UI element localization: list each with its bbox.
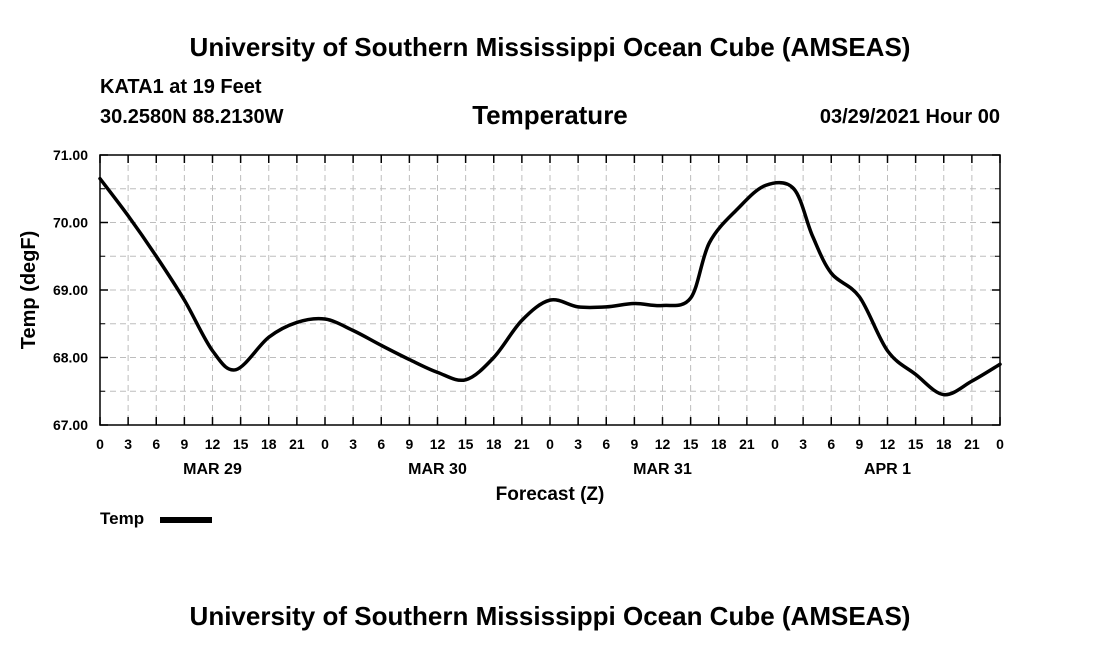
x-tick-label: 12	[430, 436, 446, 452]
x-tick-label: 9	[630, 436, 638, 452]
x-tick-label: 12	[655, 436, 671, 452]
x-tick-label: 21	[514, 436, 530, 452]
x-tick-label: 15	[683, 436, 699, 452]
x-day-label: APR 1	[864, 461, 911, 478]
station-coordinates: 30.2580N 88.2130W	[100, 106, 284, 128]
x-tick-label: 21	[739, 436, 755, 452]
x-tick-label: 15	[233, 436, 249, 452]
x-axis-title: Forecast (Z)	[496, 484, 605, 505]
x-tick-label: 6	[827, 436, 835, 452]
x-tick-label: 18	[486, 436, 502, 452]
y-tick-label: 71.00	[53, 147, 88, 163]
y-tick-label: 67.00	[53, 417, 88, 433]
station-label: KATA1 at 19 Feet	[100, 76, 262, 98]
x-tick-label: 3	[124, 436, 132, 452]
y-tick-label: 68.00	[53, 350, 88, 366]
legend-label: Temp	[100, 509, 145, 528]
x-tick-label: 12	[880, 436, 896, 452]
x-tick-label: 21	[289, 436, 305, 452]
x-tick-label: 18	[936, 436, 952, 452]
y-tick-label: 69.00	[53, 282, 88, 298]
x-tick-label: 9	[405, 436, 413, 452]
x-tick-label: 12	[205, 436, 221, 452]
forecast-datetime: 03/29/2021 Hour 00	[819, 106, 1000, 128]
legend-line-swatch	[160, 517, 212, 523]
x-tick-label: 3	[799, 436, 807, 452]
x-tick-label: 0	[771, 436, 779, 452]
x-tick-label: 0	[321, 436, 329, 452]
series-line-temp	[98, 176, 1002, 397]
x-tick-label: 6	[602, 436, 610, 452]
x-tick-label: 9	[180, 436, 188, 452]
x-tick-label: 3	[349, 436, 357, 452]
y-axis-title: Temp (degF)	[18, 231, 40, 350]
chart-title-top: University of Southern Mississippi Ocean…	[189, 32, 911, 62]
x-tick-label: 15	[458, 436, 474, 452]
x-tick-label: 21	[964, 436, 980, 452]
x-tick-label: 0	[96, 436, 104, 452]
x-tick-label: 18	[261, 436, 277, 452]
x-tick-label: 6	[377, 436, 385, 452]
x-day-label: MAR 30	[408, 461, 467, 478]
y-tick-label: 70.00	[53, 215, 88, 231]
x-tick-label: 0	[546, 436, 554, 452]
x-tick-label: 6	[152, 436, 160, 452]
x-tick-label: 15	[908, 436, 924, 452]
variable-title: Temperature	[472, 100, 628, 130]
x-tick-label: 9	[855, 436, 863, 452]
chart-title-bottom: University of Southern Mississippi Ocean…	[189, 601, 911, 631]
x-tick-label: 0	[996, 436, 1004, 452]
x-day-label: MAR 29	[183, 461, 242, 478]
x-tick-label: 3	[574, 436, 582, 452]
x-day-label: MAR 31	[633, 461, 692, 478]
x-tick-label: 18	[711, 436, 727, 452]
